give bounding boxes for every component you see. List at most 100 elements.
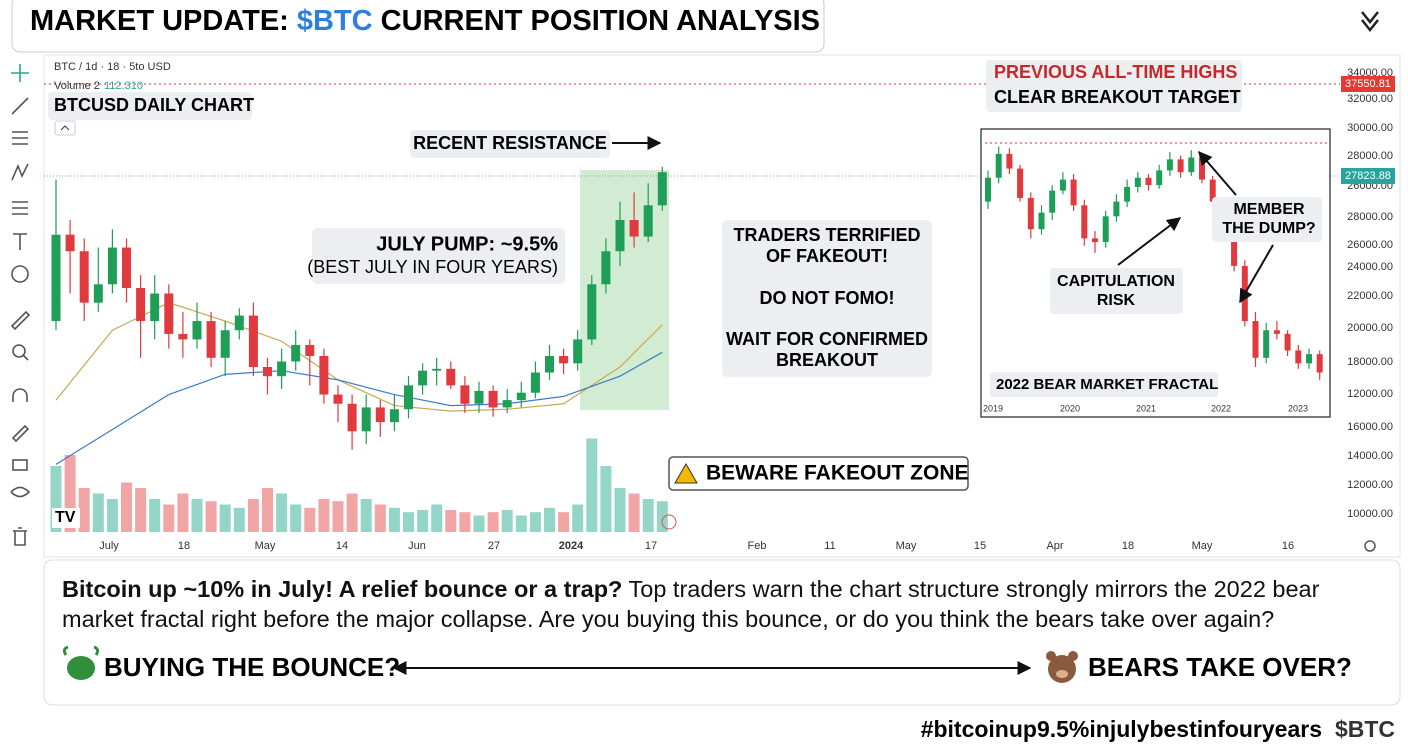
candle-body bbox=[1199, 157, 1205, 180]
volume-bar bbox=[205, 501, 217, 532]
candle-body bbox=[1049, 190, 1056, 213]
price-label: 12000.00 bbox=[1347, 479, 1393, 491]
candle-body bbox=[615, 220, 625, 252]
candle-body bbox=[1059, 179, 1066, 191]
candle-body bbox=[1263, 330, 1270, 358]
candle-body bbox=[643, 205, 653, 237]
volume-bar bbox=[445, 510, 457, 532]
title-part: CURRENT POSITION ANALYSIS bbox=[373, 5, 820, 37]
candle-body bbox=[1081, 205, 1088, 239]
x-tick-label: 16 bbox=[1282, 540, 1294, 552]
title: MARKET UPDATE: $BTC CURRENT POSITION ANA… bbox=[30, 5, 820, 37]
annotation: BREAKOUT bbox=[776, 350, 878, 370]
x-tick-label: 15 bbox=[974, 540, 986, 552]
title-box bbox=[11, 0, 825, 53]
settings-icon[interactable] bbox=[1364, 540, 1376, 552]
candle-body bbox=[516, 392, 526, 401]
volume-bar bbox=[403, 512, 414, 532]
annotation-box bbox=[986, 60, 1242, 112]
annotation: TRADERS TERRIFIED bbox=[733, 225, 920, 245]
candle-body bbox=[1209, 179, 1216, 202]
poll-option: BUYING THE BOUNCE? bbox=[104, 652, 400, 682]
candle-body bbox=[107, 247, 117, 285]
x-tick-label: Feb bbox=[748, 540, 767, 552]
price-tag bbox=[1341, 168, 1395, 184]
candle-body bbox=[404, 385, 413, 410]
volume-bar bbox=[64, 455, 76, 532]
x-tick-label: Jun bbox=[408, 540, 426, 552]
candle-body bbox=[220, 330, 230, 358]
volume-bar bbox=[304, 507, 316, 532]
volume-bar bbox=[586, 438, 598, 532]
candle-body bbox=[277, 361, 287, 377]
caption: Bitcoin up ~10% in July! A relief bounce… bbox=[62, 574, 1387, 634]
price-label: 30000.00 bbox=[1347, 122, 1393, 134]
volume-bar bbox=[501, 510, 513, 532]
x-tick-label: 14 bbox=[336, 540, 348, 552]
volume-bar bbox=[473, 515, 485, 532]
toolbar bbox=[10, 64, 31, 546]
candle-body bbox=[1102, 216, 1109, 243]
candle-body bbox=[657, 172, 667, 206]
candle-body bbox=[178, 333, 188, 340]
candle-body bbox=[164, 293, 174, 334]
price-label: 16000.00 bbox=[1347, 421, 1393, 433]
logo bbox=[1361, 11, 1379, 33]
price-label: 26000.00 bbox=[1347, 239, 1393, 251]
volume-bar bbox=[78, 488, 90, 532]
candle-body bbox=[1113, 201, 1120, 217]
price-label: 28000.00 bbox=[1347, 150, 1393, 162]
volume-bar bbox=[656, 501, 668, 532]
candle-body bbox=[488, 390, 498, 408]
candle-body bbox=[559, 355, 569, 364]
candle-body bbox=[389, 409, 399, 423]
candle-body bbox=[446, 368, 456, 386]
x-tick-label: 17 bbox=[645, 540, 657, 552]
volume-bar bbox=[600, 466, 612, 532]
annotation: CLEAR BREAKOUT TARGET bbox=[994, 87, 1241, 107]
x-tick-label: 18 bbox=[1122, 540, 1134, 552]
annotation: OF FAKEOUT! bbox=[766, 246, 888, 266]
candle-body bbox=[587, 284, 597, 340]
annotation: (BEST JULY IN FOUR YEARS) bbox=[307, 257, 558, 277]
candle-body bbox=[1177, 159, 1184, 173]
candle-body bbox=[1017, 168, 1024, 198]
inset-plot bbox=[985, 146, 1323, 380]
price-tag-label: 27823.88 bbox=[1345, 170, 1391, 182]
price-label: 34000.00 bbox=[1347, 67, 1393, 79]
ticker: $BTC bbox=[1335, 716, 1395, 742]
moving-average bbox=[55, 351, 663, 465]
volume-bar bbox=[529, 512, 541, 532]
annotation: JULY PUMP: ~9.5% bbox=[376, 233, 558, 255]
alert-icon bbox=[661, 514, 677, 530]
candle-body bbox=[1306, 354, 1312, 364]
inset-title: 2022 BEAR MARKET FRACTAL bbox=[996, 376, 1218, 393]
arrow bbox=[1239, 244, 1274, 304]
candle-body bbox=[545, 355, 554, 373]
candle-body bbox=[601, 251, 611, 285]
volume-bar bbox=[92, 493, 104, 532]
candle-body bbox=[361, 407, 371, 432]
candle-body bbox=[573, 339, 583, 364]
x-tick-label: July bbox=[99, 540, 119, 552]
collapse-button[interactable] bbox=[54, 120, 76, 136]
volume-bar bbox=[572, 504, 584, 532]
annotation: RISK bbox=[1097, 292, 1136, 309]
warning-icon bbox=[674, 463, 698, 484]
candle-body bbox=[1145, 177, 1152, 186]
candle-body bbox=[333, 394, 343, 404]
volume-bar bbox=[487, 512, 499, 532]
inset-x-label: 2023 bbox=[1288, 403, 1308, 413]
volume-bar bbox=[149, 499, 161, 532]
inset-x-label: 2022 bbox=[1211, 403, 1231, 413]
candle-body bbox=[1188, 157, 1195, 173]
price-label: 28000.00 bbox=[1347, 211, 1393, 223]
label-box bbox=[48, 92, 252, 120]
volume-bar bbox=[431, 504, 443, 532]
arrow bbox=[1198, 150, 1237, 196]
candle-body bbox=[65, 234, 75, 252]
plot bbox=[50, 166, 668, 532]
candle-body bbox=[629, 220, 639, 237]
candle-body bbox=[1124, 186, 1131, 202]
tv-logo-mark: TV bbox=[55, 509, 76, 526]
